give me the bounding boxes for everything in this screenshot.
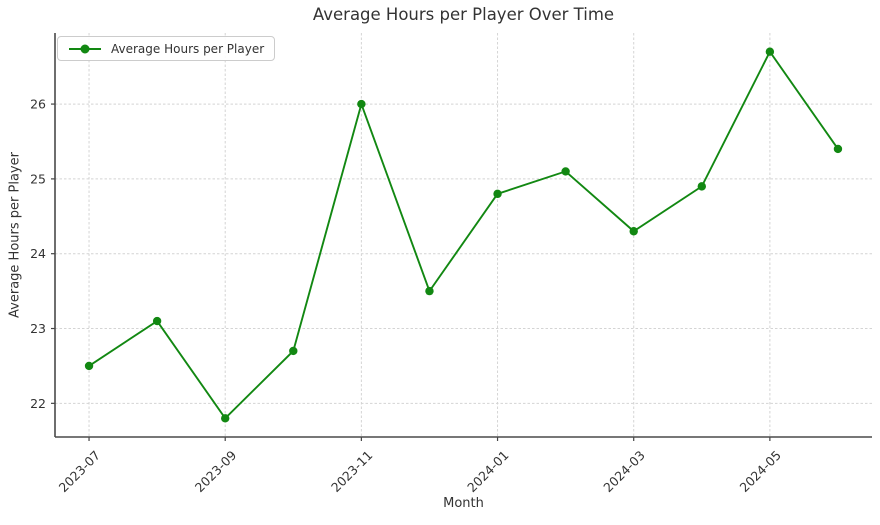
- data-point-marker: [425, 286, 434, 296]
- data-point-marker: [561, 167, 570, 176]
- y-axis-label: Average Hours per Player: [7, 152, 23, 318]
- x-tick-label: 2023-07: [56, 448, 104, 496]
- x-tick-label: 2024-03: [600, 448, 648, 496]
- legend: Average Hours per Player: [57, 36, 276, 61]
- data-point-marker: [833, 144, 843, 154]
- data-point-marker: [493, 189, 502, 199]
- y-tick-label: 24: [30, 246, 46, 261]
- x-axis-label: Month: [443, 496, 484, 511]
- legend-label: Average Hours per Player: [111, 41, 265, 56]
- data-point-marker: [152, 316, 162, 326]
- series-line: [88, 49, 839, 420]
- data-point-marker: [765, 47, 775, 56]
- x-tick-label: 2024-01: [464, 448, 512, 496]
- y-tick-label: 26: [30, 97, 46, 112]
- x-tick-label: 2023-09: [192, 447, 240, 495]
- data-point-marker: [357, 99, 366, 109]
- x-tick-label: 2024-05: [736, 448, 784, 496]
- legend-line-marker-icon: [69, 44, 101, 53]
- y-tick-label: 23: [30, 321, 46, 336]
- data-point-marker: [221, 414, 230, 423]
- data-point-marker: [697, 182, 706, 191]
- y-tick-label: 22: [30, 396, 46, 411]
- data-point-marker: [84, 361, 94, 371]
- data-point-marker: [629, 227, 638, 236]
- y-tick-label: 25: [30, 171, 46, 186]
- x-tick-label: 2023-11: [328, 448, 376, 496]
- chart-title: Average Hours per Player Over Time: [312, 5, 615, 24]
- data-point-marker: [289, 346, 298, 356]
